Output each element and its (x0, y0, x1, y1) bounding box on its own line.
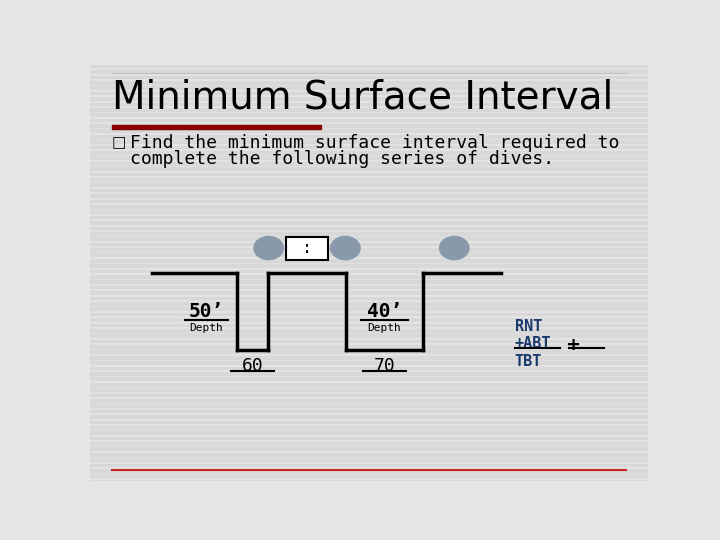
Bar (90, 86, 648, 89)
Text: Minimum Surface Interval: Minimum Surface Interval (112, 79, 613, 117)
Bar (90, 81, 648, 84)
Bar (90, 157, 648, 159)
Bar (90, 296, 648, 299)
Bar (90, 113, 648, 116)
Bar (90, 215, 648, 218)
Bar (90, 167, 648, 170)
Bar (90, 388, 648, 391)
Bar (90, 442, 648, 445)
Bar (90, 264, 648, 267)
Bar (90, 103, 648, 105)
Bar (90, 323, 648, 326)
Text: +ABT: +ABT (515, 336, 552, 351)
FancyBboxPatch shape (286, 237, 328, 260)
Bar (90, 334, 648, 337)
Bar (90, 480, 648, 483)
Bar (90, 421, 648, 423)
Bar (90, 130, 648, 132)
Bar (90, 275, 648, 278)
Text: Find the minimum surface interval required to: Find the minimum surface interval requir… (130, 134, 620, 152)
Bar (90, 92, 648, 94)
Bar (90, 205, 648, 208)
Text: 40’: 40’ (367, 302, 402, 321)
Text: 50’: 50’ (189, 302, 224, 321)
Bar (90, 151, 648, 154)
Bar (90, 404, 648, 407)
Bar (90, 140, 648, 143)
Bar (90, 410, 648, 413)
Bar (90, 431, 648, 434)
Text: complete the following series of dives.: complete the following series of dives. (130, 150, 554, 167)
Bar (90, 286, 648, 288)
Bar (90, 394, 648, 396)
Bar (90, 437, 648, 440)
Bar (90, 173, 648, 176)
Bar (90, 253, 648, 256)
Bar (90, 458, 648, 461)
Bar (90, 464, 648, 467)
Ellipse shape (254, 237, 284, 260)
Bar (90, 248, 648, 251)
Bar (90, 383, 648, 386)
Bar (90, 146, 648, 148)
Bar (90, 313, 648, 315)
Bar (90, 307, 648, 310)
Text: Depth: Depth (368, 323, 401, 333)
Bar (90, 259, 648, 261)
Bar (90, 200, 648, 202)
Bar (90, 469, 648, 472)
Bar (90, 269, 648, 272)
Bar (90, 426, 648, 429)
Bar (90, 221, 648, 224)
Bar (90, 135, 648, 138)
Text: □: □ (112, 136, 126, 151)
Bar (90, 65, 648, 68)
Bar (112, 125, 321, 129)
Bar (90, 232, 648, 234)
Bar (90, 340, 648, 342)
Bar (90, 372, 648, 375)
Ellipse shape (330, 237, 360, 260)
Bar (90, 162, 648, 165)
Bar (90, 475, 648, 477)
Bar (90, 448, 648, 450)
Bar (90, 189, 648, 192)
Bar (90, 76, 648, 78)
Bar (90, 302, 648, 305)
Bar (90, 415, 648, 418)
Bar (90, 211, 648, 213)
Ellipse shape (439, 237, 469, 260)
Text: RNT: RNT (515, 319, 542, 334)
Bar (90, 345, 648, 348)
Bar (90, 178, 648, 181)
Bar (90, 318, 648, 321)
Text: 60: 60 (242, 357, 264, 375)
Bar (90, 367, 648, 369)
Text: Depth: Depth (189, 323, 223, 333)
Bar (90, 70, 648, 73)
Bar (90, 361, 648, 364)
Bar (90, 194, 648, 197)
Bar (90, 291, 648, 294)
Bar (90, 329, 648, 332)
Bar (90, 97, 648, 100)
Bar (90, 226, 648, 229)
Bar (90, 124, 648, 127)
Bar (90, 356, 648, 359)
Bar (90, 280, 648, 283)
Bar (90, 377, 648, 380)
Text: 70: 70 (374, 357, 395, 375)
Text: +: + (565, 336, 580, 354)
Bar (90, 453, 648, 456)
Bar (90, 242, 648, 245)
Text: :: : (302, 239, 312, 257)
Bar (90, 350, 648, 353)
Bar (90, 237, 648, 240)
Bar (90, 108, 648, 111)
Bar (90, 119, 648, 122)
Bar (90, 399, 648, 402)
Text: TBT: TBT (515, 354, 542, 369)
Bar (90, 184, 648, 186)
